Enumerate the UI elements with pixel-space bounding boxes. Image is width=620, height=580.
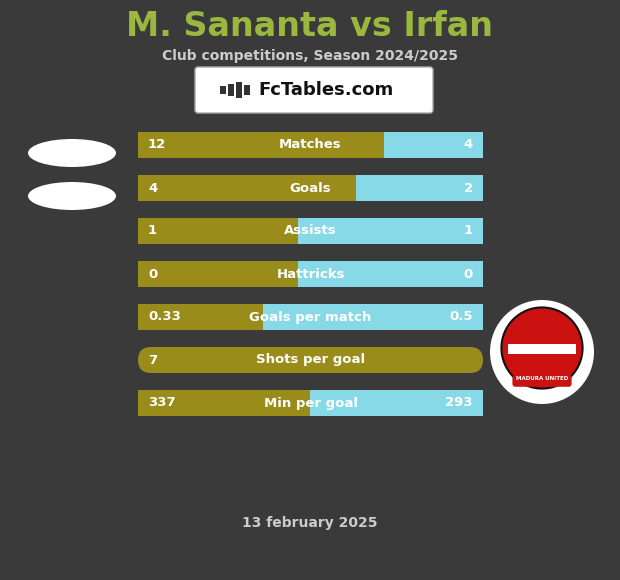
FancyBboxPatch shape <box>138 347 483 373</box>
Bar <box>236 82 242 98</box>
FancyBboxPatch shape <box>138 261 483 287</box>
Text: 0: 0 <box>148 267 157 281</box>
Text: 337: 337 <box>148 397 175 409</box>
Bar <box>244 85 250 95</box>
Text: Assists: Assists <box>284 224 337 237</box>
Bar <box>138 390 322 416</box>
Text: 293: 293 <box>446 397 473 409</box>
Text: Goals: Goals <box>290 182 331 194</box>
Text: 12: 12 <box>148 139 166 151</box>
FancyBboxPatch shape <box>138 304 483 330</box>
FancyBboxPatch shape <box>138 390 483 416</box>
FancyBboxPatch shape <box>512 375 572 387</box>
Bar <box>138 261 311 287</box>
FancyBboxPatch shape <box>138 261 483 287</box>
Text: Min per goal: Min per goal <box>264 397 358 409</box>
Text: M. Sananta vs Irfan: M. Sananta vs Irfan <box>126 9 494 42</box>
Text: 7: 7 <box>148 353 157 367</box>
Bar <box>384 132 483 158</box>
Bar <box>138 132 397 158</box>
Text: Club competitions, Season 2024/2025: Club competitions, Season 2024/2025 <box>162 49 458 63</box>
Bar <box>309 390 483 416</box>
Ellipse shape <box>28 139 116 167</box>
Bar <box>138 175 369 201</box>
FancyBboxPatch shape <box>138 132 483 158</box>
Bar <box>508 344 576 354</box>
FancyBboxPatch shape <box>138 175 483 201</box>
Text: 4: 4 <box>464 139 473 151</box>
Text: 1: 1 <box>464 224 473 237</box>
Bar <box>138 218 311 244</box>
FancyBboxPatch shape <box>138 218 483 244</box>
FancyBboxPatch shape <box>138 132 483 158</box>
Bar <box>298 261 483 287</box>
Bar <box>263 304 483 330</box>
Text: 2: 2 <box>464 182 473 194</box>
FancyBboxPatch shape <box>138 390 483 416</box>
Text: Shots per goal: Shots per goal <box>256 353 365 367</box>
FancyBboxPatch shape <box>138 304 483 330</box>
Bar <box>228 84 234 96</box>
Ellipse shape <box>28 182 116 210</box>
Text: 0.33: 0.33 <box>148 310 181 324</box>
Text: 0.5: 0.5 <box>450 310 473 324</box>
FancyBboxPatch shape <box>138 175 483 201</box>
Text: Matches: Matches <box>279 139 342 151</box>
Circle shape <box>502 307 583 389</box>
FancyBboxPatch shape <box>138 218 483 244</box>
Text: Hattricks: Hattricks <box>277 267 345 281</box>
Text: 13 february 2025: 13 february 2025 <box>242 516 378 530</box>
Circle shape <box>490 300 594 404</box>
Text: 0: 0 <box>464 267 473 281</box>
Bar <box>298 218 483 244</box>
Text: Goals per match: Goals per match <box>249 310 371 324</box>
Bar <box>138 304 276 330</box>
FancyBboxPatch shape <box>195 67 433 113</box>
Text: MADURA UNITED: MADURA UNITED <box>516 376 568 380</box>
Text: FcTables.com: FcTables.com <box>259 81 394 99</box>
Text: 4: 4 <box>148 182 157 194</box>
Bar <box>220 86 226 94</box>
Text: 1: 1 <box>148 224 157 237</box>
Bar <box>356 175 483 201</box>
